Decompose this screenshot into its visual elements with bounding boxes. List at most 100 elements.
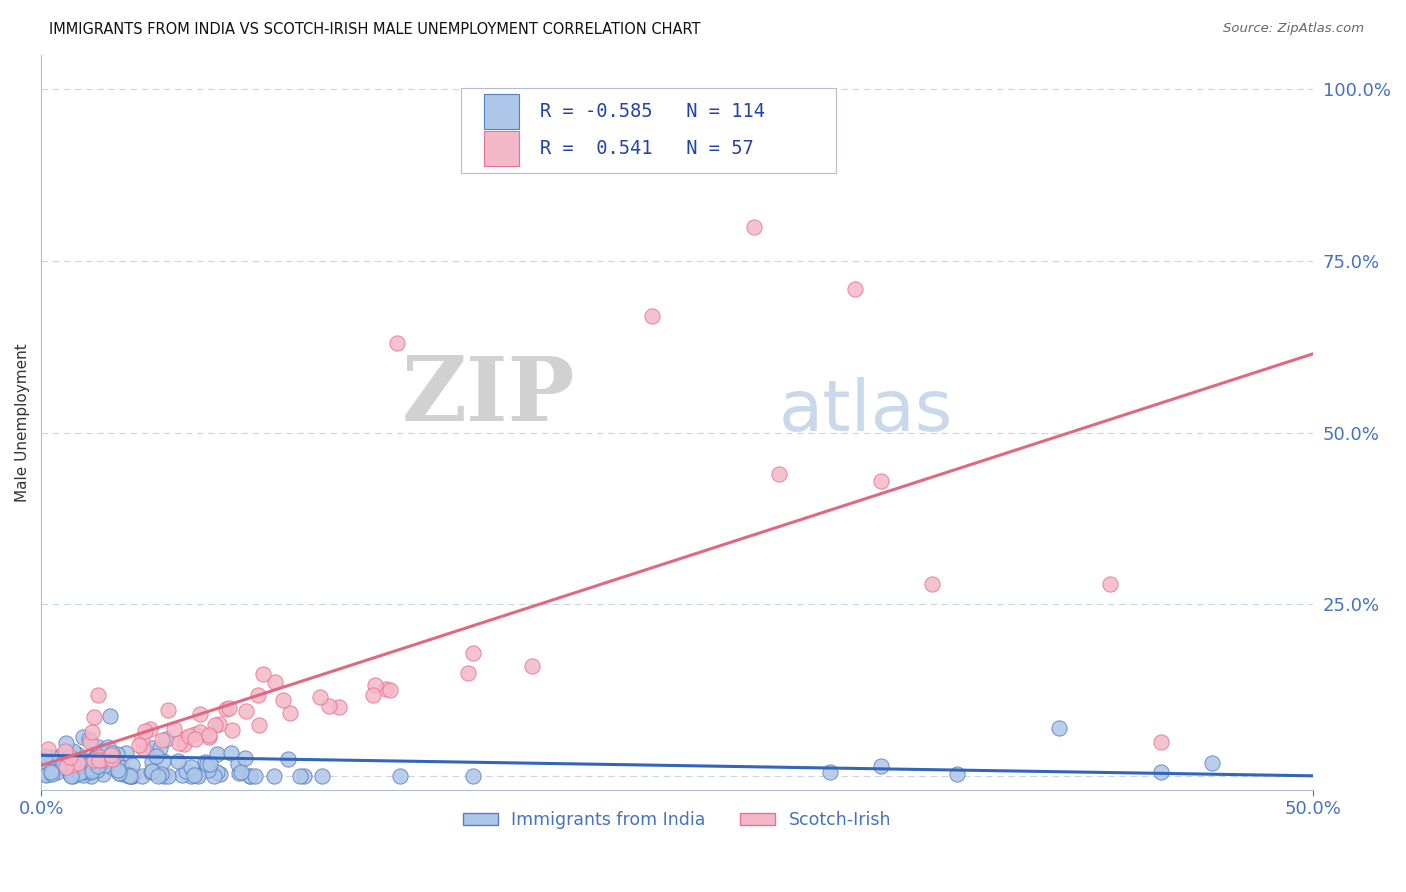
- Point: [194, 755, 217, 769]
- Point: [239, 769, 262, 783]
- Point: [55, 736, 77, 750]
- Point: [100, 746, 122, 760]
- Point: [62, 752, 84, 766]
- Point: [131, 732, 153, 747]
- Text: atlas: atlas: [779, 376, 953, 446]
- Point: [869, 474, 891, 488]
- Point: [188, 725, 211, 739]
- Point: [180, 759, 202, 773]
- Point: [198, 728, 221, 742]
- Point: [45, 749, 67, 764]
- Point: [247, 717, 270, 731]
- Point: [818, 765, 841, 780]
- Point: [77, 762, 100, 776]
- Point: [79, 735, 101, 749]
- Point: [139, 722, 162, 736]
- Point: [41, 767, 63, 781]
- Point: [70, 764, 93, 779]
- Legend: Immigrants from India, Scotch-Irish: Immigrants from India, Scotch-Irish: [456, 804, 898, 836]
- Point: [34, 748, 56, 763]
- Point: [87, 688, 110, 702]
- Point: [67, 756, 90, 770]
- Point: [121, 768, 143, 782]
- Point: [69, 751, 91, 765]
- Point: [34, 756, 56, 770]
- Point: [173, 737, 195, 751]
- Point: [83, 751, 105, 765]
- Point: [1149, 765, 1171, 780]
- Point: [374, 682, 396, 697]
- Point: [641, 309, 664, 323]
- Point: [72, 730, 94, 744]
- Point: [768, 467, 790, 481]
- Point: [111, 761, 134, 775]
- Point: [204, 718, 226, 732]
- Point: [82, 725, 104, 739]
- Point: [66, 755, 89, 769]
- Point: [83, 751, 105, 765]
- Point: [141, 756, 163, 770]
- Point: [67, 765, 90, 780]
- Point: [89, 753, 111, 767]
- Bar: [484, 131, 519, 166]
- Point: [62, 768, 84, 782]
- Point: [292, 769, 315, 783]
- Point: [108, 766, 131, 780]
- Point: [63, 765, 86, 780]
- Point: [58, 763, 80, 777]
- Point: [155, 731, 177, 746]
- Point: [235, 704, 257, 718]
- Point: [318, 698, 340, 713]
- Point: [215, 702, 238, 716]
- Point: [239, 768, 262, 782]
- Text: R = -0.585   N = 114: R = -0.585 N = 114: [540, 103, 765, 121]
- Point: [131, 769, 153, 783]
- Point: [62, 743, 84, 757]
- Point: [107, 763, 129, 777]
- FancyBboxPatch shape: [461, 88, 837, 173]
- Point: [96, 755, 118, 769]
- Point: [55, 759, 77, 773]
- Point: [134, 724, 156, 739]
- Point: [187, 767, 209, 781]
- Point: [94, 757, 117, 772]
- Point: [98, 709, 121, 723]
- Point: [145, 748, 167, 763]
- Point: [100, 747, 122, 762]
- Point: [221, 723, 243, 737]
- Point: [153, 769, 176, 783]
- Point: [1047, 721, 1070, 735]
- Point: [37, 767, 59, 781]
- Point: [70, 765, 93, 780]
- Point: [41, 749, 63, 764]
- Point: [166, 755, 188, 769]
- Point: [149, 740, 172, 755]
- Point: [101, 755, 124, 769]
- Point: [121, 769, 143, 783]
- Point: [91, 767, 114, 781]
- Point: [111, 764, 134, 779]
- Text: Source: ZipAtlas.com: Source: ZipAtlas.com: [1223, 22, 1364, 36]
- Point: [184, 731, 207, 746]
- Point: [80, 761, 103, 775]
- Point: [87, 750, 110, 764]
- Point: [271, 693, 294, 707]
- Point: [309, 690, 332, 704]
- Point: [100, 752, 122, 766]
- Point: [156, 703, 179, 717]
- Point: [247, 688, 270, 702]
- Point: [152, 754, 174, 768]
- Point: [37, 767, 59, 781]
- Point: [59, 760, 82, 774]
- Point: [207, 747, 229, 761]
- Point: [208, 767, 231, 781]
- Point: [233, 751, 256, 765]
- Point: [457, 665, 479, 680]
- Point: [118, 769, 141, 783]
- Point: [56, 762, 79, 776]
- Point: [245, 769, 267, 783]
- Point: [264, 675, 287, 690]
- Point: [141, 764, 163, 779]
- Point: [184, 727, 207, 741]
- Bar: [484, 94, 519, 129]
